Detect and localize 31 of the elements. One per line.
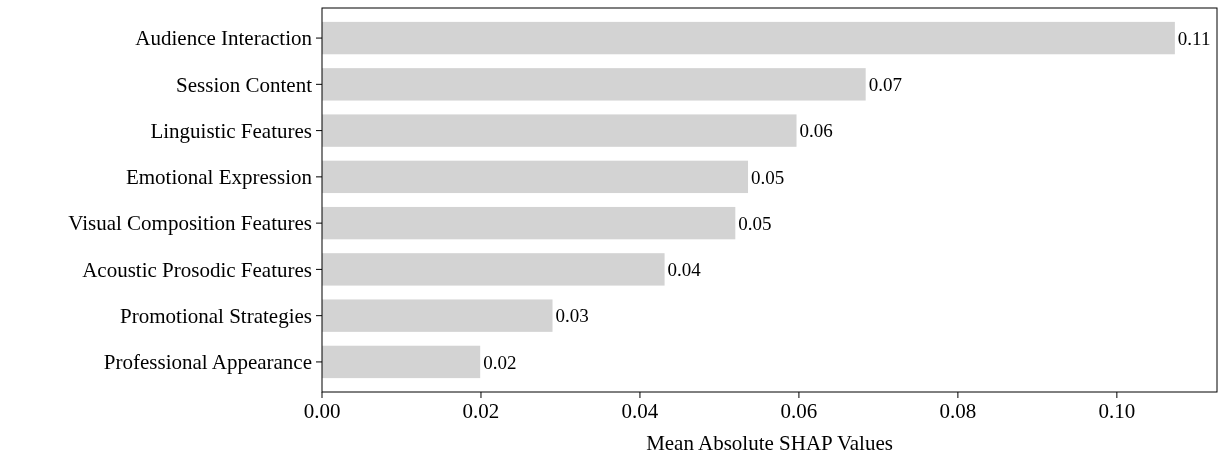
y-tick-label: Visual Composition Features xyxy=(68,211,312,236)
data-label: 0.04 xyxy=(667,259,702,281)
x-tick-label: 0.08 xyxy=(939,399,977,423)
bar xyxy=(322,114,797,147)
data-label: 0.05 xyxy=(751,166,785,188)
x-tick-label: 0.02 xyxy=(462,399,500,423)
data-label: 0.11 xyxy=(1177,27,1211,49)
data-label: 0.05 xyxy=(738,212,772,234)
x-axis-title: Mean Absolute SHAP Values xyxy=(646,431,893,455)
x-tick-label: 0.06 xyxy=(780,399,818,423)
data-label: 0.07 xyxy=(868,73,902,95)
x-tick-label: 0.00 xyxy=(303,399,341,423)
y-tick-label: Acoustic Prosodic Features xyxy=(82,257,312,282)
bar xyxy=(322,160,749,194)
y-tick-label: Linguistic Features xyxy=(150,118,312,143)
y-tick-label: Audience Interaction xyxy=(135,26,313,51)
bar xyxy=(322,299,553,332)
data-label: 0.02 xyxy=(483,351,517,373)
data-label: 0.06 xyxy=(799,120,833,142)
bar xyxy=(322,21,1175,55)
data-label: 0.03 xyxy=(555,305,589,327)
bar xyxy=(322,253,665,286)
bar xyxy=(322,68,866,101)
bar xyxy=(322,206,736,240)
y-tick-label: Professional Appearance xyxy=(103,350,312,375)
y-tick-label: Session Content xyxy=(176,72,313,97)
x-tick-label: 0.04 xyxy=(621,399,659,423)
y-tick-label: Emotional Expression xyxy=(125,165,313,190)
x-tick-label: 0.10 xyxy=(1098,399,1136,423)
bar xyxy=(322,345,481,379)
y-tick-label: Promotional Strategies xyxy=(120,304,312,329)
